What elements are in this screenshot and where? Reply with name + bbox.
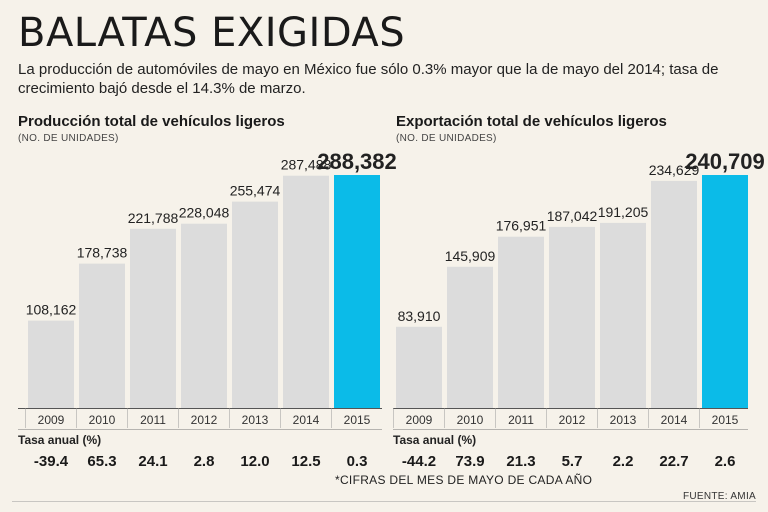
production-bar-2011: [130, 228, 176, 408]
production-year-label-2012: 2012: [191, 413, 218, 427]
production-rate-2012: 2.8: [194, 453, 215, 470]
production-bar-2013: [232, 201, 278, 408]
export-bar-2011: [498, 236, 544, 408]
export-bar-2015: [702, 175, 748, 408]
production-rate-2015: 0.3: [347, 453, 368, 470]
export-rate-2010: 73.9: [455, 453, 484, 470]
export-value-label-2015: 240,709: [685, 149, 765, 174]
production-value-label-2009: 108,162: [26, 302, 77, 318]
export-chart-unit: (NO. DE UNIDADES): [396, 133, 497, 144]
production-bar-2014: [283, 175, 329, 408]
export-value-label-2012: 187,042: [547, 208, 598, 224]
production-rate-2010: 65.3: [87, 453, 116, 470]
production-bar-2015: [334, 175, 380, 408]
export-year-label-2011: 2011: [508, 413, 534, 427]
production-value-label-2011: 221,788: [128, 210, 179, 226]
export-rate-2009: -44.2: [402, 453, 436, 470]
export-rate-2012: 5.7: [562, 453, 583, 470]
production-value-label-2015: 288,382: [317, 149, 397, 174]
production-rate-2013: 12.0: [240, 453, 269, 470]
export-value-label-2009: 83,910: [398, 308, 441, 324]
production-chart-unit: (NO. DE UNIDADES): [18, 133, 119, 144]
production-bar-2010: [79, 263, 125, 408]
export-bar-2013: [600, 222, 646, 408]
export-value-label-2010: 145,909: [445, 248, 496, 264]
footnote: *CIFRAS DEL MES DE MAYO DE CADA AÑO: [335, 473, 593, 487]
production-value-label-2010: 178,738: [77, 245, 128, 261]
export-bar-2012: [549, 226, 595, 408]
export-value-label-2013: 191,205: [598, 204, 649, 220]
production-year-label-2015: 2015: [344, 413, 371, 427]
production-rate-2009: -39.4: [34, 453, 69, 470]
production-year-label-2010: 2010: [89, 413, 116, 427]
production-chart-title: Producción total de vehículos ligeros: [18, 113, 285, 130]
production-year-label-2013: 2013: [242, 413, 269, 427]
export-year-label-2009: 2009: [406, 413, 433, 427]
production-value-label-2013: 255,474: [230, 183, 281, 199]
headline: BALATAS EXIGIDAS: [18, 10, 406, 56]
export-rate-2014: 22.7: [659, 453, 688, 470]
production-year-label-2009: 2009: [38, 413, 65, 427]
production-rate-label: Tasa anual (%): [18, 433, 102, 447]
export-year-label-2012: 2012: [559, 413, 586, 427]
export-bar-2014: [651, 180, 697, 408]
export-year-label-2013: 2013: [610, 413, 637, 427]
production-value-label-2012: 228,048: [179, 205, 230, 221]
source-note: FUENTE: AMIA: [682, 491, 756, 502]
export-rate-2013: 2.2: [613, 453, 634, 470]
export-value-label-2011: 176,951: [496, 218, 547, 234]
export-rate-2015: 2.6: [715, 453, 736, 470]
production-bar-2009: [28, 320, 74, 408]
export-bar-2010: [447, 266, 493, 408]
export-rate-2011: 21.3: [506, 453, 535, 470]
export-rate-label: Tasa anual (%): [393, 433, 477, 447]
subtitle: La producción de automóviles de mayo en …: [18, 61, 719, 97]
export-year-label-2014: 2014: [661, 413, 688, 427]
production-rate-2011: 24.1: [138, 453, 167, 470]
export-year-label-2010: 2010: [457, 413, 484, 427]
production-bar-2012: [181, 223, 227, 408]
production-rate-2014: 12.5: [291, 453, 320, 470]
export-year-label-2015: 2015: [712, 413, 739, 427]
export-bar-2009: [396, 326, 442, 408]
production-year-label-2011: 2011: [140, 413, 166, 427]
production-value-label-2014: 287,488: [281, 157, 332, 173]
export-value-label-2014: 234,629: [649, 162, 700, 178]
export-chart-title: Exportación total de vehículos ligeros: [396, 113, 667, 130]
production-year-label-2014: 2014: [293, 413, 320, 427]
